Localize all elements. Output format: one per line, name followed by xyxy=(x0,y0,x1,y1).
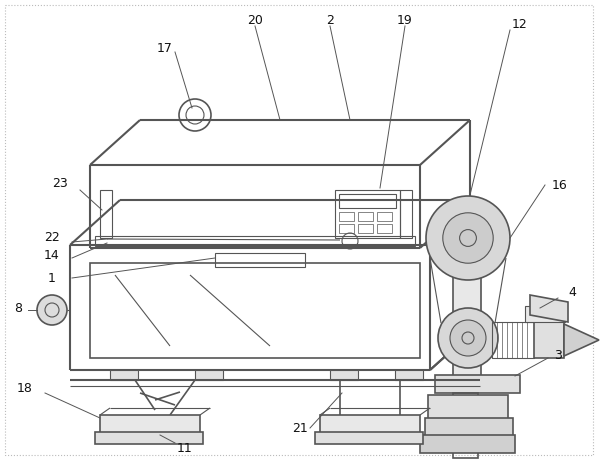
Text: 4: 4 xyxy=(568,285,576,299)
Text: 18: 18 xyxy=(17,382,33,395)
Bar xyxy=(100,415,200,437)
Bar xyxy=(320,415,420,437)
Text: 22: 22 xyxy=(44,230,60,243)
Bar xyxy=(339,224,354,233)
Bar xyxy=(400,190,412,238)
Bar xyxy=(428,395,508,423)
Bar xyxy=(215,253,305,267)
Circle shape xyxy=(37,295,67,325)
Bar xyxy=(195,370,223,380)
Circle shape xyxy=(438,308,498,368)
Bar xyxy=(492,322,534,358)
Bar xyxy=(95,236,415,246)
Polygon shape xyxy=(525,306,565,322)
Bar xyxy=(358,212,373,221)
Bar xyxy=(358,224,373,233)
Text: 8: 8 xyxy=(14,301,22,314)
Bar xyxy=(395,370,423,380)
Text: 11: 11 xyxy=(177,442,193,455)
Bar xyxy=(339,212,354,221)
Bar xyxy=(453,200,481,385)
Text: 19: 19 xyxy=(397,13,413,26)
Text: 12: 12 xyxy=(512,18,528,31)
Bar xyxy=(377,224,392,233)
Bar xyxy=(315,432,423,444)
Bar xyxy=(453,393,478,458)
Text: 1: 1 xyxy=(48,272,56,284)
Text: 16: 16 xyxy=(552,178,568,191)
Text: 20: 20 xyxy=(247,13,263,26)
Bar xyxy=(100,190,112,238)
Bar xyxy=(435,375,520,393)
Text: 17: 17 xyxy=(157,41,173,54)
Bar xyxy=(420,435,515,453)
Polygon shape xyxy=(530,295,568,322)
Bar xyxy=(335,190,400,238)
Circle shape xyxy=(426,196,510,280)
Text: 14: 14 xyxy=(44,248,60,261)
Polygon shape xyxy=(564,324,599,356)
Bar xyxy=(330,370,358,380)
Text: 21: 21 xyxy=(292,421,308,435)
Bar xyxy=(377,212,392,221)
Bar xyxy=(90,263,420,358)
Text: 23: 23 xyxy=(52,177,68,189)
Bar xyxy=(110,370,138,380)
Bar xyxy=(339,194,396,208)
Circle shape xyxy=(450,320,486,356)
Bar xyxy=(95,432,203,444)
Circle shape xyxy=(443,213,493,263)
Text: 3: 3 xyxy=(554,349,562,361)
Text: 2: 2 xyxy=(326,13,334,26)
Bar xyxy=(425,418,513,438)
Bar xyxy=(534,322,564,358)
